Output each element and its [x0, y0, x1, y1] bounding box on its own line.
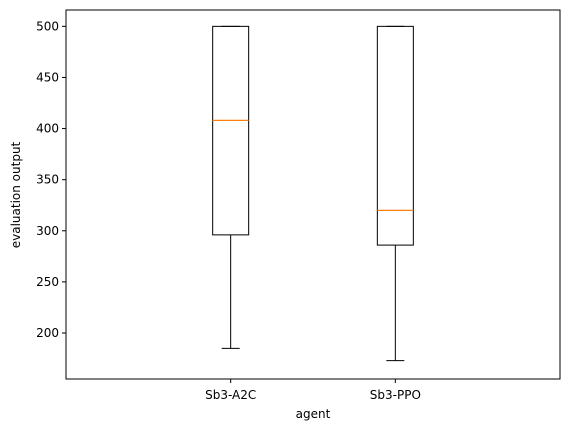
plot-area: [65, 9, 561, 380]
y-tick-label: 250: [36, 275, 59, 289]
x-axis: Sb3-A2C Sb3-PPO: [205, 379, 421, 402]
y-tick-label: 450: [36, 70, 59, 84]
y-tick-label: 500: [36, 19, 59, 33]
box-iqr: [376, 25, 414, 246]
x-tick-label: Sb3-A2C: [205, 388, 256, 402]
y-tick-label: 400: [36, 122, 59, 136]
x-axis-label: agent: [296, 407, 331, 421]
y-tick-label: 350: [36, 173, 59, 187]
y-axis-label: evaluation output: [9, 141, 23, 248]
box-iqr: [212, 25, 250, 236]
boxes: [212, 25, 414, 362]
y-axis: 200 250 300 350 400 450 500: [36, 19, 66, 340]
y-tick-label: 200: [36, 326, 59, 340]
x-tick-label: Sb3-PPO: [370, 388, 421, 402]
y-tick-label: 300: [36, 224, 59, 238]
